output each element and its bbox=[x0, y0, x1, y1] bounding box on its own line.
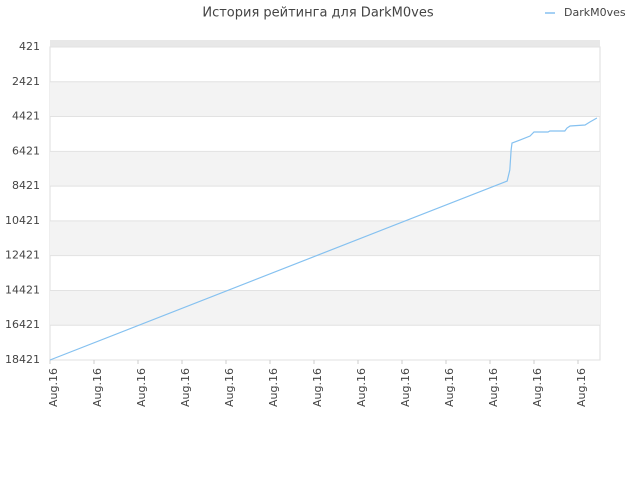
y-tick-label: 16421 bbox=[5, 318, 40, 331]
y-tick-label: 14421 bbox=[5, 283, 40, 296]
y-tick-label: 2421 bbox=[12, 75, 40, 88]
y-tick-label: 18421 bbox=[5, 353, 40, 366]
x-tick-label: Aug.16 bbox=[135, 368, 148, 407]
x-tick-label: Aug.16 bbox=[399, 368, 412, 407]
grid-band bbox=[50, 290, 600, 326]
x-tick-label: Aug.16 bbox=[179, 368, 192, 407]
x-tick-label: Aug.16 bbox=[267, 368, 280, 407]
x-tick-label: Aug.16 bbox=[311, 368, 324, 407]
grid-band bbox=[50, 220, 600, 256]
series-line bbox=[49, 117, 598, 361]
x-tick-label: Aug.16 bbox=[91, 368, 104, 407]
legend-label: DarkM0ves bbox=[564, 6, 626, 19]
grid-band bbox=[50, 151, 600, 187]
x-tick-label: Aug.16 bbox=[355, 368, 368, 407]
grid-band bbox=[50, 81, 600, 117]
x-tick-label: Aug.16 bbox=[575, 368, 588, 407]
x-tick-label: Aug.16 bbox=[531, 368, 544, 407]
y-tick-label: 421 bbox=[19, 40, 40, 53]
y-tick-label: 12421 bbox=[5, 249, 40, 262]
chart-title: История рейтинга для DarkM0ves bbox=[202, 6, 433, 21]
x-tick-label: Aug.16 bbox=[223, 368, 236, 407]
y-tick-label: 6421 bbox=[12, 144, 40, 157]
y-tick-label: 4421 bbox=[12, 110, 40, 123]
x-tick-label: Aug.16 bbox=[443, 368, 456, 407]
x-tick-label: Aug.16 bbox=[487, 368, 500, 407]
y-tick-label: 10421 bbox=[5, 214, 40, 227]
x-tick-label: Aug.16 bbox=[47, 368, 60, 407]
y-tick-label: 8421 bbox=[12, 179, 40, 192]
top-strip bbox=[50, 40, 600, 47]
